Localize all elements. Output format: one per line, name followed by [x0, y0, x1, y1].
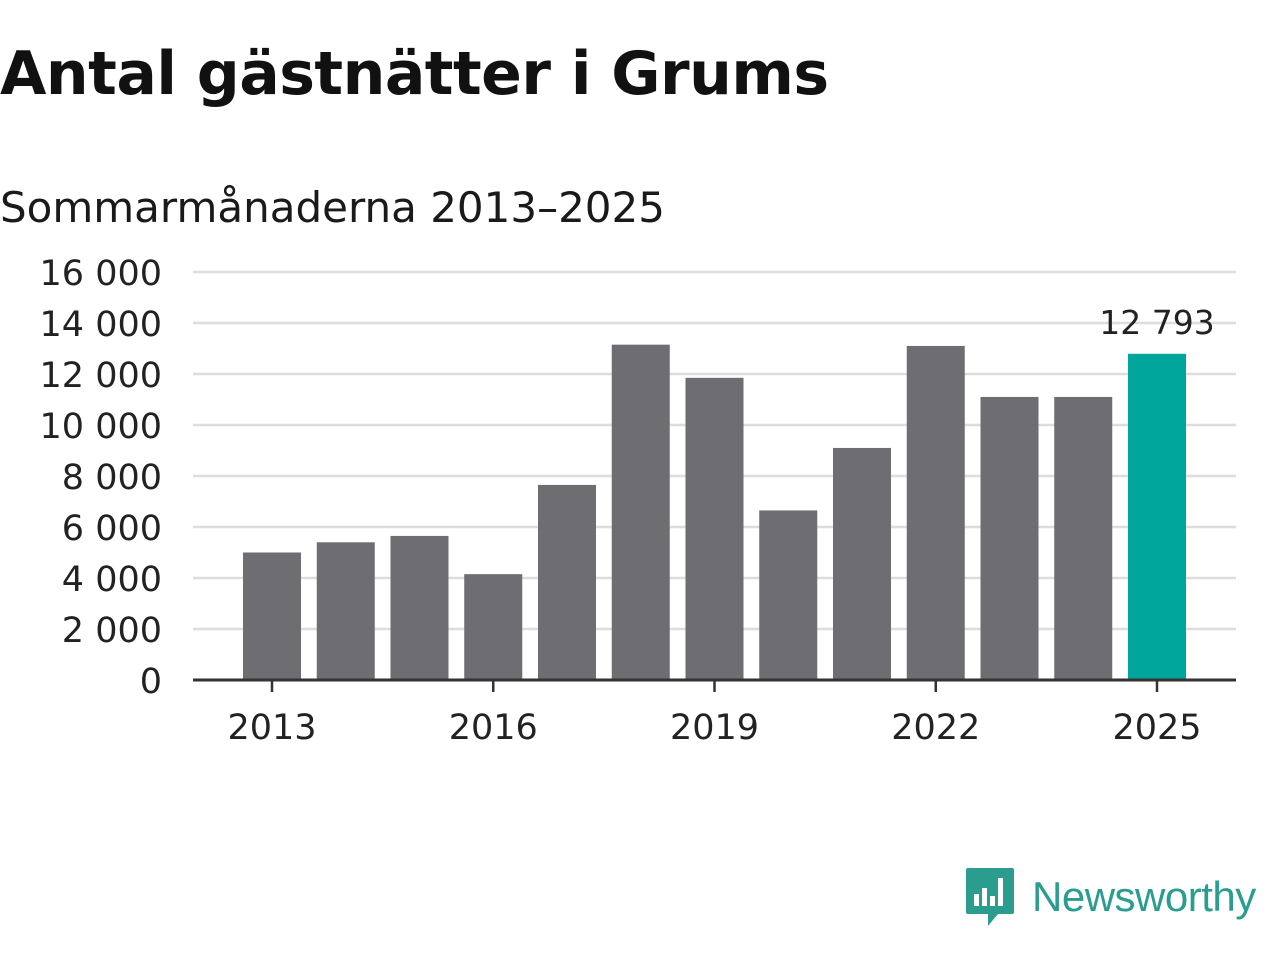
y-tick-label: 0 [140, 662, 162, 702]
bar-2025 [1128, 353, 1186, 680]
y-tick-label: 10 000 [40, 407, 162, 447]
y-tick-label: 16 000 [40, 254, 162, 294]
y-axis-ticks: 0 2 000 4 000 6 000 8 000 10 000 12 000 14 000 1… [40, 254, 162, 702]
bar-2019 [685, 377, 744, 680]
x-tick-label: 2019 [670, 708, 759, 748]
brand-logo: Newsworthy [964, 864, 1276, 930]
bar-2014 [316, 542, 375, 680]
bar-2022 [906, 345, 965, 680]
bar-2013 [243, 552, 301, 680]
x-tick-label: 2013 [227, 708, 316, 748]
data-labels: 12 793 [1099, 303, 1214, 342]
bar-2021 [833, 447, 891, 680]
data-label: 12 793 [1099, 303, 1214, 342]
x-tick-label: 2022 [891, 708, 980, 748]
chart-title: Antal gästnätter i Grums [0, 39, 829, 109]
newsworthy-logo-icon [966, 868, 1014, 926]
y-tick-label: 4 000 [62, 560, 162, 600]
bar-2023 [980, 396, 1039, 680]
x-tick-label: 2025 [1112, 708, 1201, 748]
y-tick-label: 8 000 [62, 458, 162, 498]
bar-2020 [759, 510, 818, 680]
y-tick-label: 6 000 [62, 509, 162, 549]
brand-name: Newsworthy [1032, 873, 1256, 920]
bar-2017 [538, 484, 596, 680]
y-tick-label: 2 000 [62, 611, 162, 651]
x-tick-label: 2016 [449, 708, 538, 748]
y-tick-label: 14 000 [40, 305, 162, 345]
bar-2016 [464, 574, 523, 680]
bar-2018 [611, 344, 670, 680]
bars [243, 344, 1186, 680]
y-tick-label: 12 000 [40, 356, 162, 396]
x-axis-ticks: 2013 2016 2019 2022 2025 [227, 680, 1202, 748]
bar-2024 [1054, 396, 1113, 680]
chart-subtitle: Sommarmånaderna 2013–2025 [0, 183, 665, 232]
bar-2015 [390, 535, 449, 680]
